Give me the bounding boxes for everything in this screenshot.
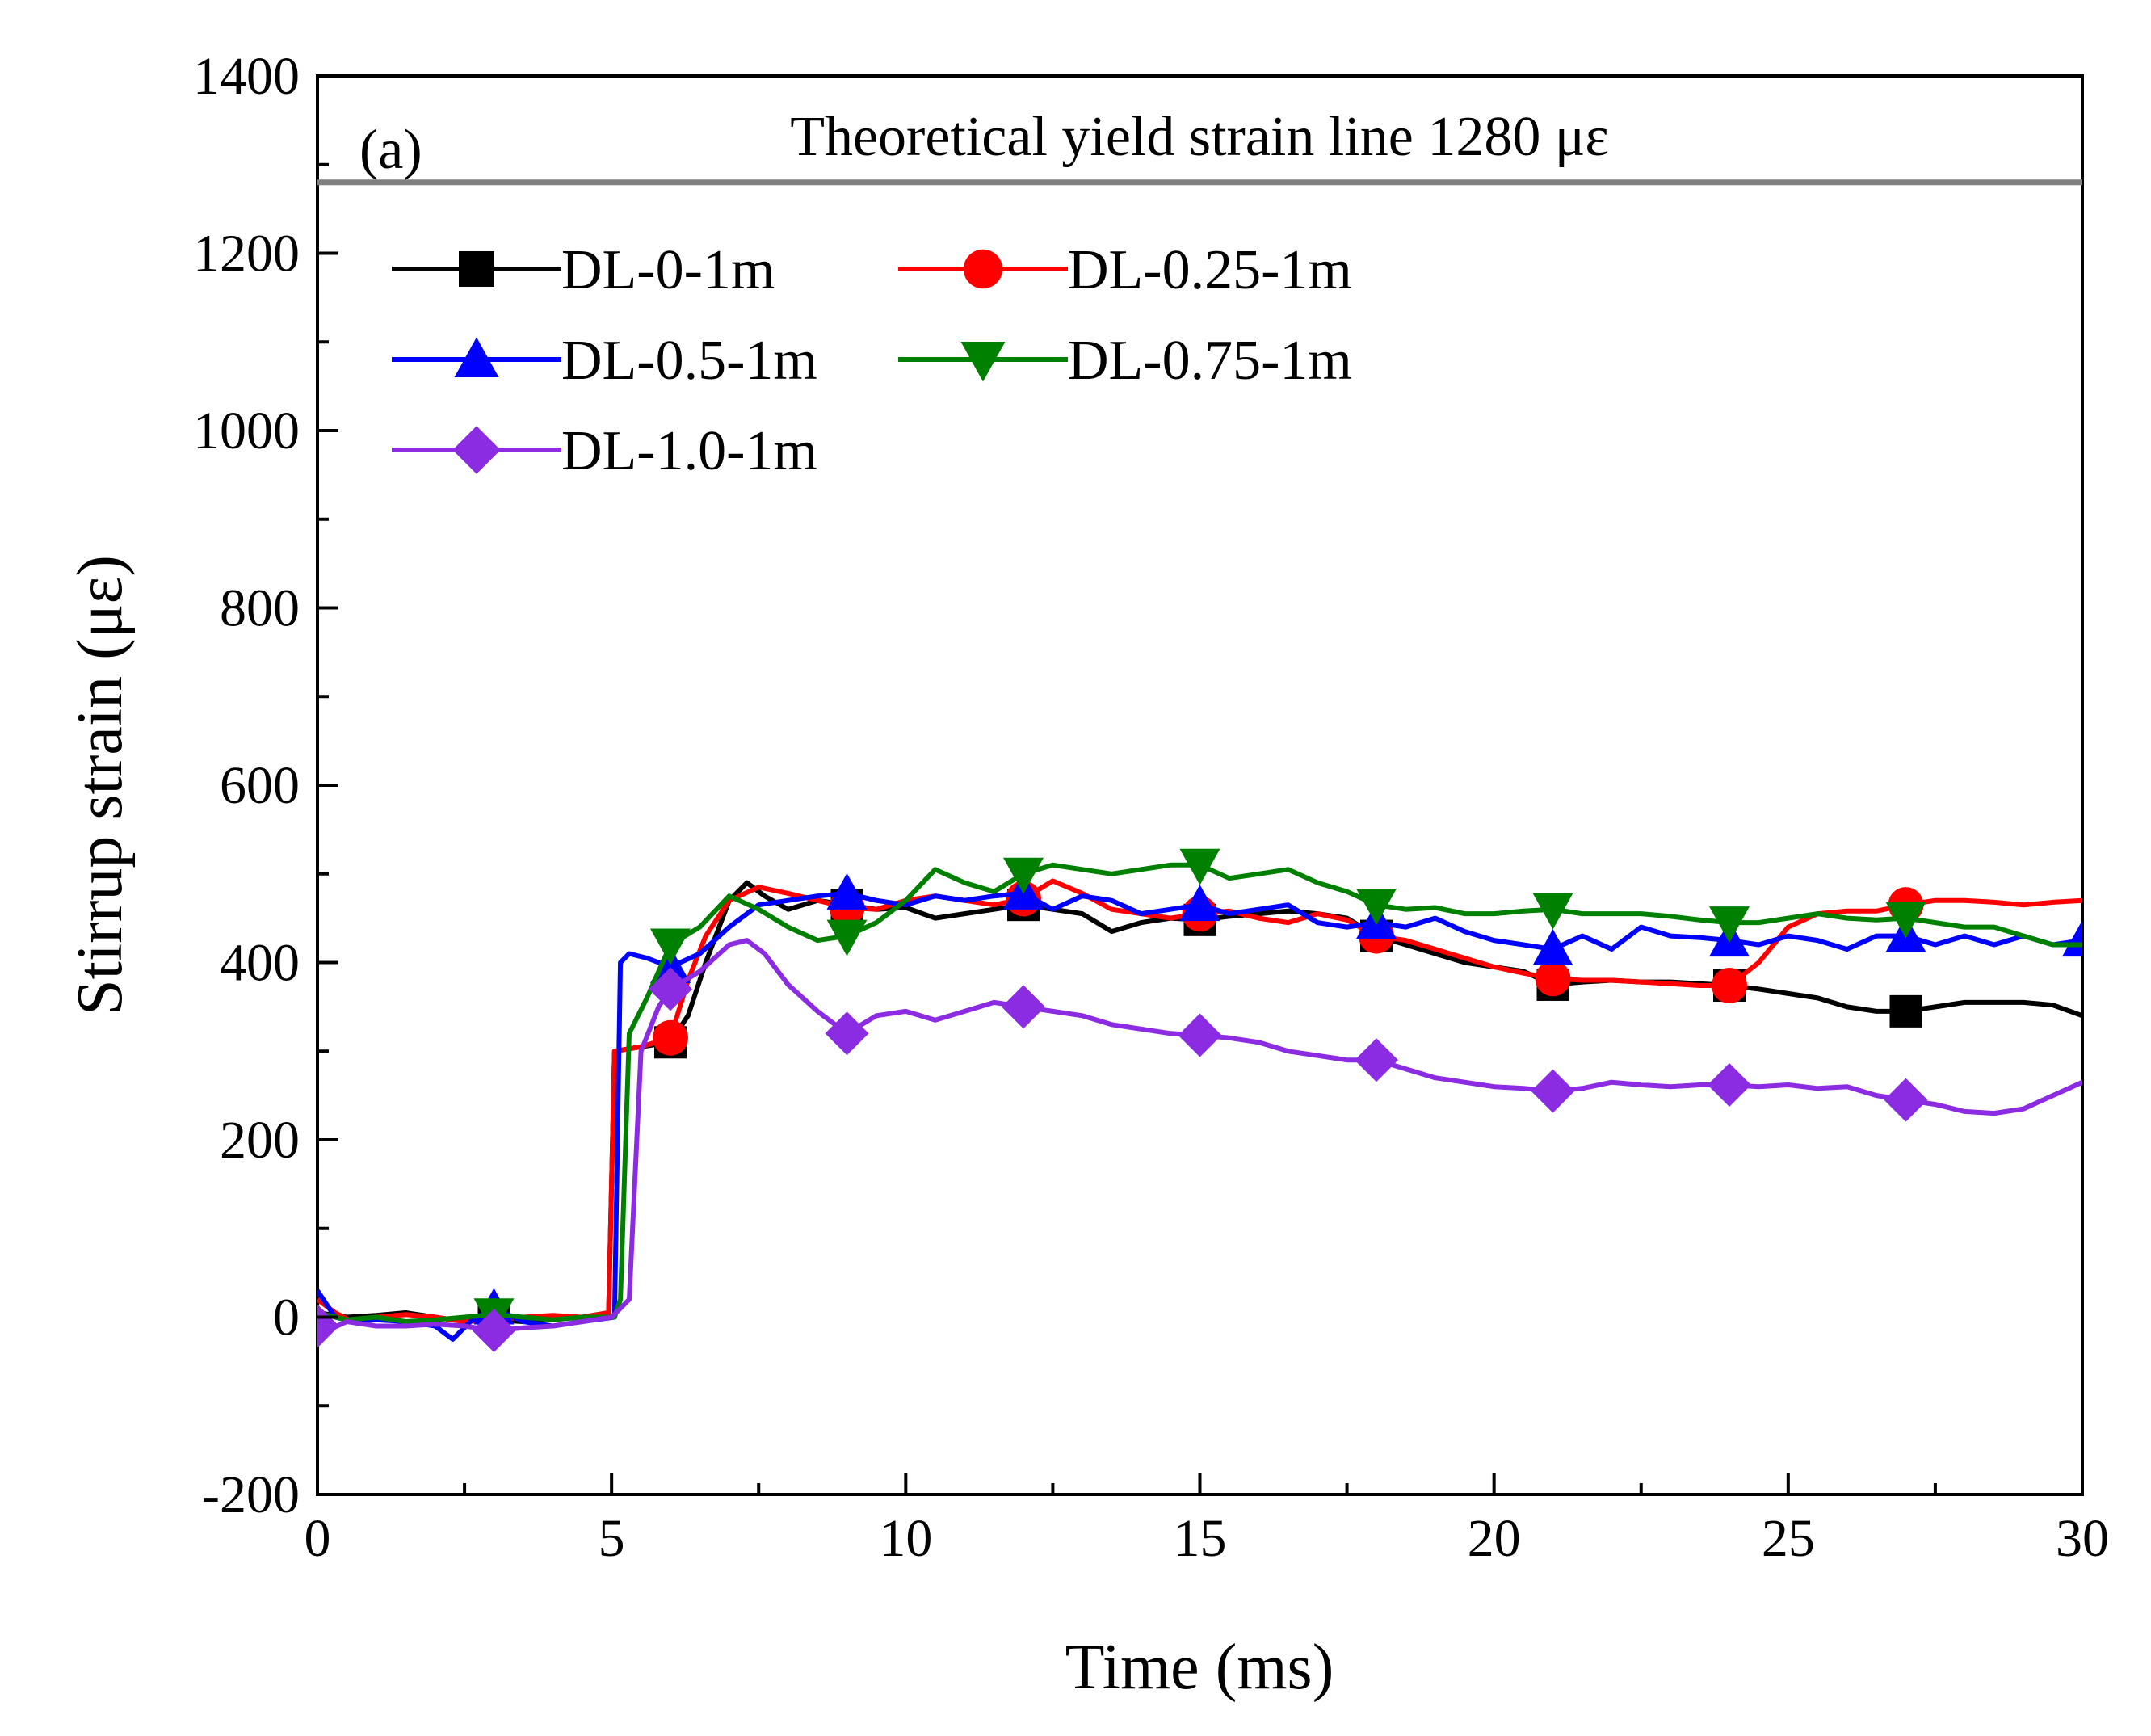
y-axis-title: Stirrup strain (με) bbox=[65, 555, 136, 1015]
series-DL-0.25-1m bbox=[317, 878, 2082, 1324]
data-point bbox=[1179, 848, 1220, 885]
data-point bbox=[1355, 1038, 1398, 1082]
legend: DL-0-1m DL-0.25-1m DL-0.5-1m DL-0.75-1m DL-1… bbox=[392, 239, 1352, 482]
reference-line-label: Theoretical yield strain line 1280 με bbox=[790, 106, 1609, 168]
x-tick-label: 15 bbox=[1174, 1509, 1227, 1568]
y-tick-label: 1200 bbox=[193, 225, 300, 284]
legend-marker bbox=[452, 426, 501, 474]
legend-item: DL-0-1m bbox=[392, 239, 775, 301]
legend-label: DL-1.0-1m bbox=[561, 420, 817, 482]
series-line bbox=[317, 880, 2082, 1324]
legend-label: DL-0-1m bbox=[561, 239, 775, 301]
data-point bbox=[825, 1011, 869, 1056]
data-point bbox=[1884, 1078, 1928, 1122]
y-tick-label: -200 bbox=[202, 1465, 300, 1524]
y-tick-label: 0 bbox=[273, 1288, 300, 1347]
data-point bbox=[653, 1019, 688, 1056]
x-tick-label: 5 bbox=[599, 1509, 625, 1568]
data-point bbox=[1709, 906, 1750, 944]
series-DL-0.5-1m bbox=[317, 872, 2082, 1342]
x-axis-title: Time (ms) bbox=[1065, 1632, 1334, 1703]
panel-label: (a) bbox=[359, 119, 422, 181]
legend-marker bbox=[459, 251, 494, 287]
data-point bbox=[2062, 920, 2082, 957]
data-point bbox=[1003, 857, 1044, 894]
legend-label: DL-0.25-1m bbox=[1068, 239, 1352, 301]
series-line bbox=[317, 890, 2082, 1342]
legend-marker bbox=[960, 342, 1006, 382]
x-tick-label: 30 bbox=[2056, 1509, 2109, 1568]
legend-item: DL-1.0-1m bbox=[392, 420, 817, 482]
x-tick-label: 10 bbox=[879, 1509, 932, 1568]
legend-label: DL-0.5-1m bbox=[561, 330, 817, 392]
data-point bbox=[317, 1304, 339, 1348]
legend-marker bbox=[963, 249, 1003, 289]
legend-item: DL-0.25-1m bbox=[898, 239, 1352, 301]
data-point bbox=[826, 872, 868, 910]
data-point bbox=[1356, 889, 1397, 926]
series-DL-1.0-1m bbox=[317, 938, 2082, 1352]
legend-item: DL-0.75-1m bbox=[898, 330, 1352, 392]
y-tick-label: 600 bbox=[220, 756, 300, 815]
series-DL-0-1m bbox=[317, 880, 2082, 1336]
data-point bbox=[650, 928, 691, 965]
series-layer bbox=[317, 848, 2082, 1352]
data-point bbox=[1712, 968, 1747, 1004]
legend-label: DL-0.75-1m bbox=[1068, 330, 1352, 392]
data-point bbox=[1532, 893, 1573, 930]
data-point bbox=[1178, 1013, 1222, 1057]
series-line bbox=[317, 938, 2082, 1338]
data-point bbox=[1002, 985, 1045, 1029]
legend-item: DL-0.5-1m bbox=[392, 330, 817, 392]
data-point bbox=[826, 919, 868, 956]
data-point bbox=[1179, 885, 1220, 922]
y-tick-label: 200 bbox=[220, 1111, 300, 1170]
y-tick-label: 400 bbox=[220, 934, 300, 993]
data-point bbox=[1708, 1062, 1751, 1107]
data-point bbox=[1889, 994, 1922, 1028]
y-axis: -200 0 200 400 600 800 1000 1200 1400 bbox=[193, 47, 338, 1524]
data-point bbox=[472, 1308, 516, 1352]
data-point bbox=[1535, 960, 1571, 997]
series-line bbox=[317, 878, 2082, 1324]
legend-marker bbox=[454, 337, 499, 377]
data-point bbox=[1531, 1069, 1575, 1113]
y-tick-label: 800 bbox=[220, 579, 300, 638]
data-point bbox=[1532, 929, 1573, 966]
y-tick-label: 1400 bbox=[193, 47, 300, 106]
y-tick-label: 1000 bbox=[193, 401, 300, 460]
x-axis: 0 5 10 15 20 25 30 bbox=[305, 1473, 2109, 1568]
data-point bbox=[1885, 902, 1926, 939]
x-tick-label: 0 bbox=[305, 1509, 331, 1568]
x-tick-label: 20 bbox=[1468, 1509, 1521, 1568]
data-point bbox=[649, 967, 692, 1011]
x-tick-label: 25 bbox=[1762, 1509, 1815, 1568]
